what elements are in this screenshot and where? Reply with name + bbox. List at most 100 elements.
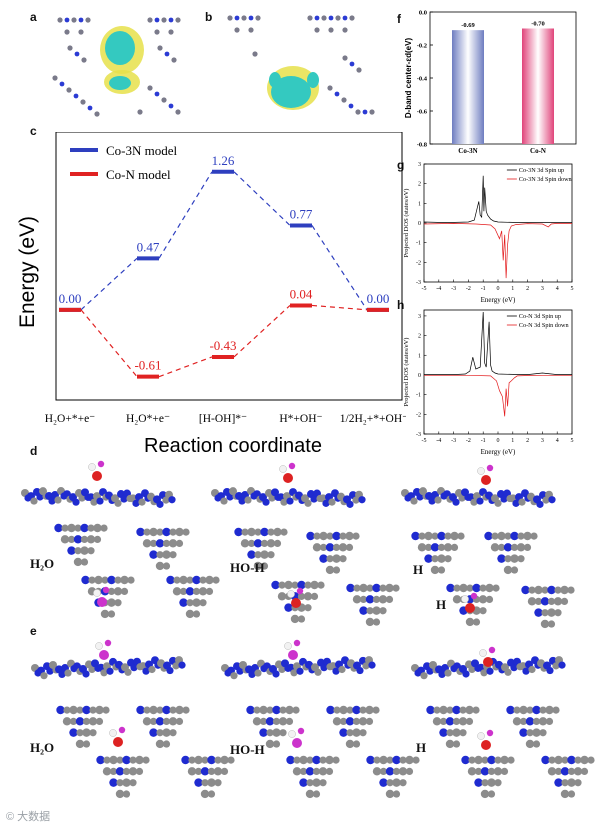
f-ytick-label: -0.8 bbox=[417, 142, 428, 149]
structure-label-e-h: H bbox=[416, 740, 427, 755]
dos-ytick-label: -3 bbox=[416, 432, 421, 438]
dos-xtick-label: -2 bbox=[466, 438, 471, 444]
c-connector-line bbox=[80, 257, 138, 311]
side-view-slab bbox=[211, 487, 366, 508]
dos-xtick-label: -1 bbox=[481, 438, 486, 444]
c-energy-label: 0.47 bbox=[137, 239, 160, 254]
dos-xtick-label: 4 bbox=[556, 438, 559, 444]
c-xtick-label: [H-OH]*⁻ bbox=[199, 413, 247, 425]
dos-ytick-label: -2 bbox=[416, 260, 421, 266]
dos-xtick-label: -3 bbox=[451, 438, 456, 444]
f-value-label: -0.70 bbox=[531, 21, 545, 28]
dos-xtick-label: -4 bbox=[436, 286, 441, 292]
panel-label-h: h bbox=[397, 298, 405, 312]
structure-label-e-hoh: HO-H bbox=[230, 742, 265, 757]
adsorbate-molecule bbox=[93, 586, 110, 607]
dos-ytick-label: 3 bbox=[418, 162, 421, 168]
dos-series-line bbox=[423, 223, 572, 279]
adsorbate-molecule bbox=[284, 639, 301, 660]
pdos-con-chart: Projected DOS (states/eV) Energy (eV) -5… bbox=[403, 309, 574, 456]
top-view-lattice bbox=[246, 705, 300, 749]
dos-xtick-label: 3 bbox=[541, 438, 544, 444]
c-xtick-label: H*+OH⁻ bbox=[279, 413, 322, 425]
structure-label-d-h2o: H₂O bbox=[30, 556, 55, 571]
f-ytick-label: -0.2 bbox=[417, 43, 427, 50]
panel-label-g: g bbox=[397, 158, 405, 172]
side-view-slab bbox=[401, 487, 556, 508]
f-category-label: Co-N bbox=[530, 147, 546, 155]
side-view-slab bbox=[221, 656, 376, 680]
adsorbate-molecule bbox=[88, 460, 105, 481]
c-energy-label: 1.26 bbox=[212, 153, 235, 168]
c-xtick-label: H₂O*+e⁻ bbox=[126, 413, 170, 425]
legend-label-con: Co-N model bbox=[106, 167, 171, 182]
f-ytick-label: 0.0 bbox=[419, 10, 427, 17]
side-view-slab bbox=[21, 487, 176, 508]
charge-density-image-b bbox=[227, 15, 375, 115]
dos-legend-label: Co-N 3d Spin down bbox=[519, 322, 569, 329]
structure-label-d-hoh: HO-H bbox=[230, 560, 265, 575]
top-view-lattice bbox=[521, 585, 575, 629]
top-view-lattice bbox=[54, 523, 108, 567]
structure-label-d-h1: H bbox=[413, 562, 424, 577]
side-view-slab bbox=[411, 656, 566, 680]
f-ytick-label: -0.6 bbox=[417, 109, 428, 116]
dos-ytick-label: 1 bbox=[418, 201, 421, 207]
c-connector-line bbox=[158, 356, 213, 378]
dos-series-line bbox=[424, 311, 572, 375]
top-view-lattice bbox=[346, 583, 400, 627]
adsorbate-molecule bbox=[477, 464, 494, 485]
dos-ytick-label: -3 bbox=[416, 280, 421, 286]
top-view-lattice bbox=[136, 527, 190, 571]
top-view-lattice bbox=[81, 575, 135, 619]
top-view-lattice bbox=[366, 755, 420, 799]
dos-xtick-label: 5 bbox=[571, 438, 574, 444]
c-energy-label: 0.77 bbox=[290, 206, 313, 221]
dos-legend-label: Co-N 3d Spin up bbox=[519, 313, 561, 320]
pdos-co3n-chart: Projected DOS (states/eV) Energy (eV) -5… bbox=[403, 162, 574, 304]
panel-label-a: a bbox=[30, 10, 37, 24]
side-view-slab bbox=[31, 656, 186, 680]
dos-xtick-label: 2 bbox=[526, 438, 529, 444]
top-view-lattice bbox=[286, 755, 340, 799]
panel-label-e: e bbox=[30, 624, 37, 638]
top-view-lattice bbox=[541, 755, 595, 799]
structure-label-d-h2: H bbox=[436, 597, 447, 612]
f-bar bbox=[522, 28, 554, 144]
dos-ytick-label: 0 bbox=[418, 221, 421, 227]
dos-xtick-label: 0 bbox=[497, 438, 500, 444]
g-xlabel: Energy (eV) bbox=[481, 296, 516, 304]
dos-ytick-label: -1 bbox=[416, 241, 421, 247]
g-ylabel: Projected DOS (states/eV) bbox=[403, 189, 410, 258]
panel-label-c: c bbox=[30, 124, 37, 138]
c-energy-label: 0.04 bbox=[290, 286, 313, 301]
dos-xtick-label: 5 bbox=[571, 286, 574, 292]
f-bar bbox=[452, 30, 484, 144]
watermark: © 大数据 bbox=[6, 811, 51, 823]
dos-xtick-label: -5 bbox=[422, 438, 427, 444]
dos-xtick-label: -1 bbox=[481, 286, 486, 292]
c-energy-label: -0.43 bbox=[209, 338, 236, 353]
f-ytick-label: -0.4 bbox=[417, 76, 428, 83]
dos-series-line bbox=[424, 374, 572, 417]
structure-label-e-h2o: H₂O bbox=[30, 740, 55, 755]
c-xtick-label: H₂O+*+e⁻ bbox=[45, 413, 96, 425]
h-ylabel: Projected DOS (states/eV) bbox=[403, 338, 410, 407]
adsorbate-molecule bbox=[95, 639, 112, 660]
c-ylabel: Energy (eV) bbox=[18, 216, 39, 328]
adsorbate-molecule bbox=[287, 587, 304, 608]
adsorption-structures bbox=[21, 460, 595, 799]
panel-label-d: d bbox=[30, 444, 38, 458]
free-energy-diagram: Energy (eV) Reaction coordinate Co-3N mo… bbox=[18, 132, 406, 457]
c-xlabel: Reaction coordinate bbox=[144, 435, 322, 457]
f-value-label: -0.69 bbox=[461, 22, 475, 29]
panel-label-b: b bbox=[205, 10, 213, 24]
dos-xtick-label: 0 bbox=[497, 286, 500, 292]
top-view-lattice bbox=[426, 705, 480, 749]
top-view-lattice bbox=[461, 755, 515, 799]
legend-label-co3n: Co-3N model bbox=[106, 143, 178, 158]
dos-legend-label: Co-3N 3d Spin up bbox=[519, 167, 564, 174]
c-energy-label: -0.61 bbox=[134, 358, 161, 373]
h-xlabel: Energy (eV) bbox=[481, 448, 516, 456]
top-view-lattice bbox=[326, 705, 380, 749]
